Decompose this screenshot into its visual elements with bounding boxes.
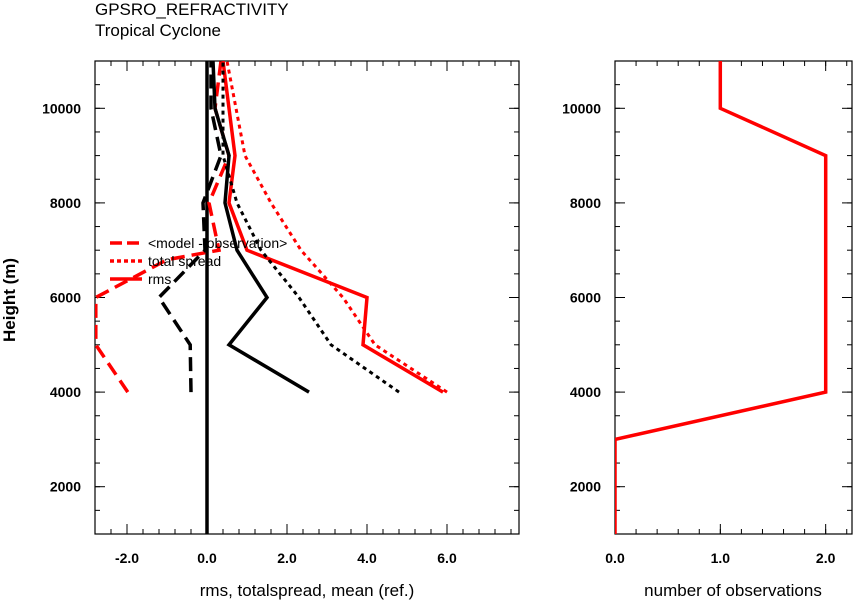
x-tick-label: 1.0 (711, 550, 731, 566)
series-line-unlabeled (615, 61, 828, 534)
y-tick-label: 4000 (50, 384, 81, 400)
legend-label: total spread (148, 253, 221, 269)
x-axis-label-left: rms, totalspread, mean (ref.) (200, 581, 414, 600)
legend-label: <model - observation> (148, 235, 287, 251)
series-line (221, 61, 444, 394)
y-tick-label: 6000 (50, 290, 81, 306)
series-line (95, 61, 231, 394)
y-tick-label: 10000 (562, 100, 601, 116)
profile-panel: rms, totalspread, mean (ref.) Height (m)… (0, 60, 520, 600)
plot-frame (614, 60, 853, 535)
y-tick-label: 8000 (570, 195, 601, 211)
series-line (225, 61, 448, 394)
x-axis-label-right: number of observations (644, 581, 822, 600)
x-tick-label: 0.0 (197, 550, 217, 566)
observation-count-panel: number of observations 0.0 1.0 2.0 2000 4000… (562, 60, 853, 600)
x-tick-label: 6.0 (437, 550, 457, 566)
x-tick-label: 2.0 (277, 550, 297, 566)
series-line-unlabeled (221, 61, 400, 394)
y-tick-label: 6000 (570, 290, 601, 306)
series-line-unlabeled (211, 61, 310, 394)
y-tick-label: 8000 (50, 195, 81, 211)
plot-frame (94, 60, 520, 535)
chart-title: GPSRO_REFRACTIVITY (95, 0, 289, 19)
y-tick-label: 10000 (42, 100, 81, 116)
chart-subtitle: Tropical Cyclone (95, 21, 221, 40)
series-line-unlabeled (156, 61, 223, 393)
y-tick-label: 2000 (50, 479, 81, 495)
x-tick-label: -2.0 (115, 550, 139, 566)
x-tick-label: 2.0 (816, 550, 836, 566)
y-axis-label: Height (m) (0, 258, 19, 342)
x-tick-label: 0.0 (605, 550, 625, 566)
legend-label: rms (148, 271, 171, 287)
y-tick-label: 2000 (570, 479, 601, 495)
y-tick-label: 4000 (570, 384, 601, 400)
x-tick-label: 4.0 (357, 550, 377, 566)
